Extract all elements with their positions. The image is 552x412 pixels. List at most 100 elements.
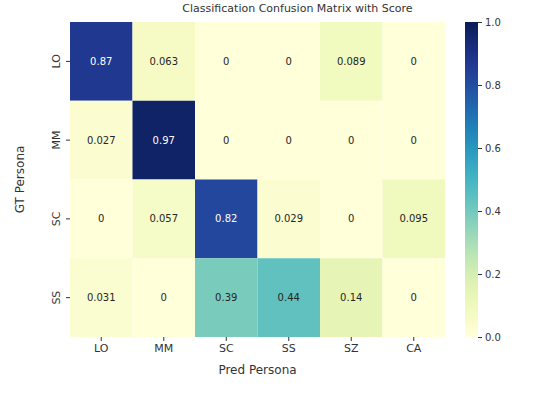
- cell-label: 0: [98, 213, 104, 224]
- cell-label: 0: [411, 56, 417, 67]
- y-tick-mark: [66, 140, 70, 141]
- cell-label: 0.031: [87, 292, 116, 303]
- cell-labels: 0.870.063000.08900.0270.97000000.0570.82…: [87, 56, 428, 303]
- x-tick: CA: [406, 337, 422, 355]
- x-tick: LO: [94, 337, 109, 355]
- cell: [70, 101, 133, 180]
- colorbar-tick: 0.2: [478, 269, 501, 280]
- y-axis-title: GT Persona: [13, 146, 27, 214]
- cell-label: 0.87: [90, 56, 112, 67]
- x-tick-mark: [226, 337, 227, 341]
- cell-label: 0.82: [215, 213, 237, 224]
- colorbar-tick-label: 0.6: [485, 143, 501, 154]
- cell-label: 0.063: [149, 56, 178, 67]
- colorbar: [465, 22, 478, 337]
- cell: [195, 258, 258, 337]
- colorbar-tick-label: 0.4: [485, 206, 501, 217]
- cell: [320, 22, 383, 101]
- y-tick: MM: [50, 131, 71, 150]
- x-tick-mark: [163, 337, 164, 341]
- y-tick-mark: [66, 297, 70, 298]
- cell-label: 0.089: [337, 56, 366, 67]
- colorbar-domain: [479, 23, 483, 338]
- x-tick-label: SC: [219, 342, 234, 355]
- cell-label: 0.095: [399, 213, 428, 224]
- x-tick-label: MM: [154, 342, 173, 355]
- x-tick-label: SS: [282, 342, 296, 355]
- colorbar-tick-mark: [478, 274, 482, 275]
- cell-label: 0.39: [215, 292, 237, 303]
- y-tick: LO: [50, 54, 71, 69]
- x-axis: LO MM SC SS SZ CA: [94, 337, 422, 355]
- cell: [258, 22, 321, 101]
- y-tick: SS: [50, 291, 71, 305]
- colorbar-tick-label: 1.0: [485, 17, 501, 28]
- cell: [195, 180, 258, 259]
- cell: [70, 22, 133, 101]
- x-tick: SS: [282, 337, 296, 355]
- cell: [133, 101, 196, 180]
- cell-label: 0: [411, 135, 417, 146]
- colorbar-tick-label: 0.2: [485, 269, 501, 280]
- title: Classification Confusion Matrix with Sco…: [182, 2, 412, 15]
- y-tick-mark: [66, 61, 70, 62]
- cell-label: 0: [286, 56, 292, 67]
- colorbar-tick: 0.8: [478, 80, 501, 91]
- cell: [133, 180, 196, 259]
- cell-label: 0: [286, 135, 292, 146]
- colorbar-tick-mark: [478, 22, 482, 23]
- cell: [383, 180, 446, 259]
- chart: Classification Confusion Matrix with Sco…: [0, 0, 552, 412]
- cell: [195, 101, 258, 180]
- colorbar-axis: 0.0 0.2 0.4 0.6 0.8 1.0: [478, 17, 501, 343]
- x-tick: SC: [219, 337, 234, 355]
- cell: [320, 180, 383, 259]
- cell: [258, 180, 321, 259]
- y-tick-mark: [66, 218, 70, 219]
- cell: [383, 101, 446, 180]
- y-tick-label: SS: [50, 291, 63, 305]
- cell-label: 0: [348, 213, 354, 224]
- cell: [383, 22, 446, 101]
- cell: [320, 101, 383, 180]
- cell-label: 0.44: [278, 292, 300, 303]
- cell: [70, 180, 133, 259]
- colorbar-tick-label: 0.8: [485, 80, 501, 91]
- colorbar-tick-mark: [478, 211, 482, 212]
- cell-label: 0: [161, 292, 167, 303]
- cell-label: 0: [223, 56, 229, 67]
- colorbar-tick: 0.4: [478, 206, 501, 217]
- x-tick-mark: [101, 337, 102, 341]
- cell: [320, 258, 383, 337]
- x-tick-label: SZ: [344, 342, 359, 355]
- colorbar-tick-mark: [478, 148, 482, 149]
- cell: [195, 22, 258, 101]
- cells: [70, 22, 445, 337]
- cell-label: 0: [348, 135, 354, 146]
- y-axis: LO MM SC SS: [50, 54, 71, 305]
- y-tick-label: SC: [50, 211, 63, 226]
- x-tick-mark: [351, 337, 352, 341]
- y-tick-label: LO: [50, 54, 63, 69]
- cell: [258, 258, 321, 337]
- colorbar-tick-mark: [478, 85, 482, 86]
- cell-label: 0.029: [274, 213, 303, 224]
- cell: [70, 258, 133, 337]
- cell-label: 0.97: [153, 135, 175, 146]
- colorbar-tick-mark: [478, 337, 482, 338]
- cell-label: 0: [223, 135, 229, 146]
- x-tick-label: CA: [406, 342, 422, 355]
- colorbar-tick-label: 0.0: [485, 332, 501, 343]
- x-tick-mark: [288, 337, 289, 341]
- cell-label: 0.057: [149, 213, 178, 224]
- cell-label: 0.14: [340, 292, 362, 303]
- cell: [133, 22, 196, 101]
- cell: [258, 101, 321, 180]
- x-tick-label: LO: [94, 342, 109, 355]
- colorbar-tick: 1.0: [478, 17, 501, 28]
- x-tick: MM: [154, 337, 173, 355]
- x-tick-mark: [413, 337, 414, 341]
- colorbar-tick: 0.0: [478, 332, 501, 343]
- x-tick: SZ: [344, 337, 359, 355]
- cell-label: 0: [411, 292, 417, 303]
